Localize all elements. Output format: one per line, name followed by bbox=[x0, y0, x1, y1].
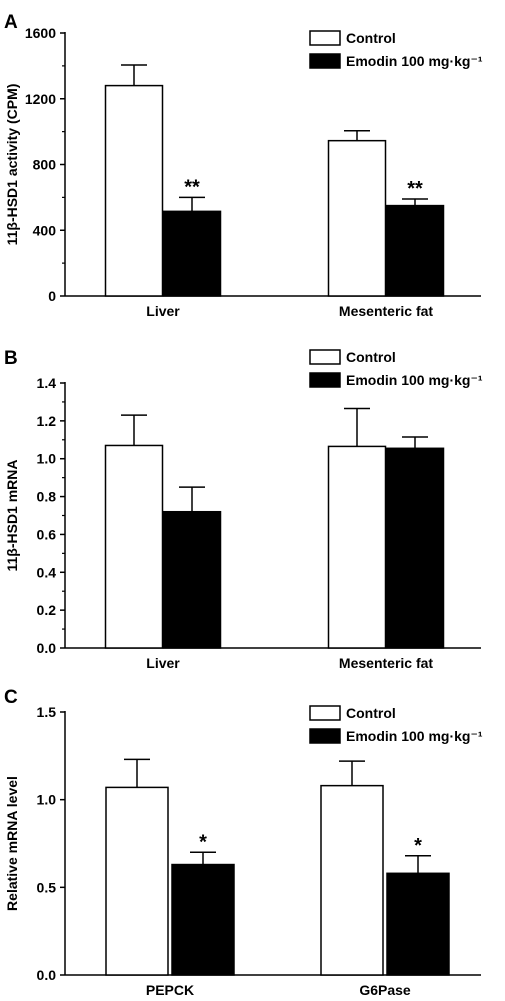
panel-b-category-label: Liver bbox=[146, 655, 180, 671]
panel-a-significance-mark: ** bbox=[184, 176, 200, 198]
panel-c-bar bbox=[105, 786, 169, 976]
panel-a-bar bbox=[385, 204, 445, 297]
panel-b-bar bbox=[104, 444, 164, 649]
panel-b-legend-label: Emodin 100 mg·kg⁻¹ bbox=[346, 372, 483, 388]
panel-c-legend-swatch bbox=[309, 728, 341, 744]
panel-b-category-label: Mesenteric fat bbox=[339, 655, 433, 671]
panel-a-significance-mark: ** bbox=[407, 178, 423, 200]
panel-a-y-tick-label: 1600 bbox=[25, 25, 56, 41]
panel-b-y-tick-label: 0.8 bbox=[37, 489, 57, 505]
panel-c-bar bbox=[171, 863, 235, 976]
panel-b-bar bbox=[327, 445, 387, 649]
panel-c-category-label: G6Pase bbox=[359, 982, 411, 998]
panel-a-y-tick-label: 1200 bbox=[25, 91, 56, 107]
panel-b-letter: B bbox=[4, 348, 18, 369]
panel-c-letter: C bbox=[4, 687, 18, 708]
panel-a-letter: A bbox=[4, 12, 18, 33]
panel-a-category-label: Mesenteric fat bbox=[339, 303, 433, 319]
panel-c-significance-mark: * bbox=[199, 831, 207, 853]
panel-c-legend-swatch bbox=[309, 705, 341, 721]
panel-a-legend-swatch bbox=[309, 53, 341, 69]
panel-a-bar bbox=[327, 139, 387, 297]
panel-a-y-axis-label: 11β-HSD1 activity (CPM) bbox=[4, 84, 20, 246]
panel-b-bar bbox=[385, 447, 445, 649]
panel-b-legend-swatch bbox=[309, 349, 341, 365]
panel-b-y-axis-label: 11β-HSD1 mRNA bbox=[4, 459, 20, 571]
panel-c-significance-mark: * bbox=[414, 835, 422, 857]
panel-b-bar bbox=[162, 510, 222, 649]
panel-a-legend-label: Emodin 100 mg·kg⁻¹ bbox=[346, 53, 483, 69]
panel-a-bar bbox=[162, 210, 222, 297]
panel-b-y-tick-label: 0.0 bbox=[37, 640, 57, 656]
panel-b-y-tick-label: 1.4 bbox=[37, 375, 57, 391]
panel-b-y-tick-label: 1.0 bbox=[37, 451, 57, 467]
panel-b-y-tick-label: 0.4 bbox=[37, 564, 57, 580]
panel-b-y-tick-label: 0.2 bbox=[37, 602, 57, 618]
panel-b-y-tick-label: 1.2 bbox=[37, 413, 57, 429]
panel-c-y-tick-label: 1.0 bbox=[37, 792, 57, 808]
panel-a-y-tick-label: 400 bbox=[33, 222, 57, 238]
panel-a-y-tick-label: 800 bbox=[33, 157, 57, 173]
panel-c-bar bbox=[386, 872, 450, 976]
panel-c-y-tick-label: 1.5 bbox=[37, 704, 57, 720]
panel-c-category-label: PEPCK bbox=[146, 982, 194, 998]
panel-a-bar bbox=[104, 84, 164, 297]
panel-a-legend-swatch bbox=[309, 30, 341, 46]
panel-a-y-tick-label: 0 bbox=[48, 288, 56, 304]
panel-b-y-tick-label: 0.6 bbox=[37, 526, 57, 542]
panel-a-category-label: Liver bbox=[146, 303, 180, 319]
panel-c-y-axis-label: Relative mRNA level bbox=[4, 776, 20, 911]
panel-a-legend-label: Control bbox=[346, 30, 396, 46]
panel-c-bar bbox=[320, 784, 384, 976]
panel-c-legend-label: Emodin 100 mg·kg⁻¹ bbox=[346, 728, 483, 744]
panel-c-y-tick-label: 0.5 bbox=[37, 879, 57, 895]
panel-c-y-tick-label: 0.0 bbox=[37, 967, 57, 983]
panel-c-legend-label: Control bbox=[346, 705, 396, 721]
panel-b-legend-swatch bbox=[309, 372, 341, 388]
panel-b-legend-label: Control bbox=[346, 349, 396, 365]
